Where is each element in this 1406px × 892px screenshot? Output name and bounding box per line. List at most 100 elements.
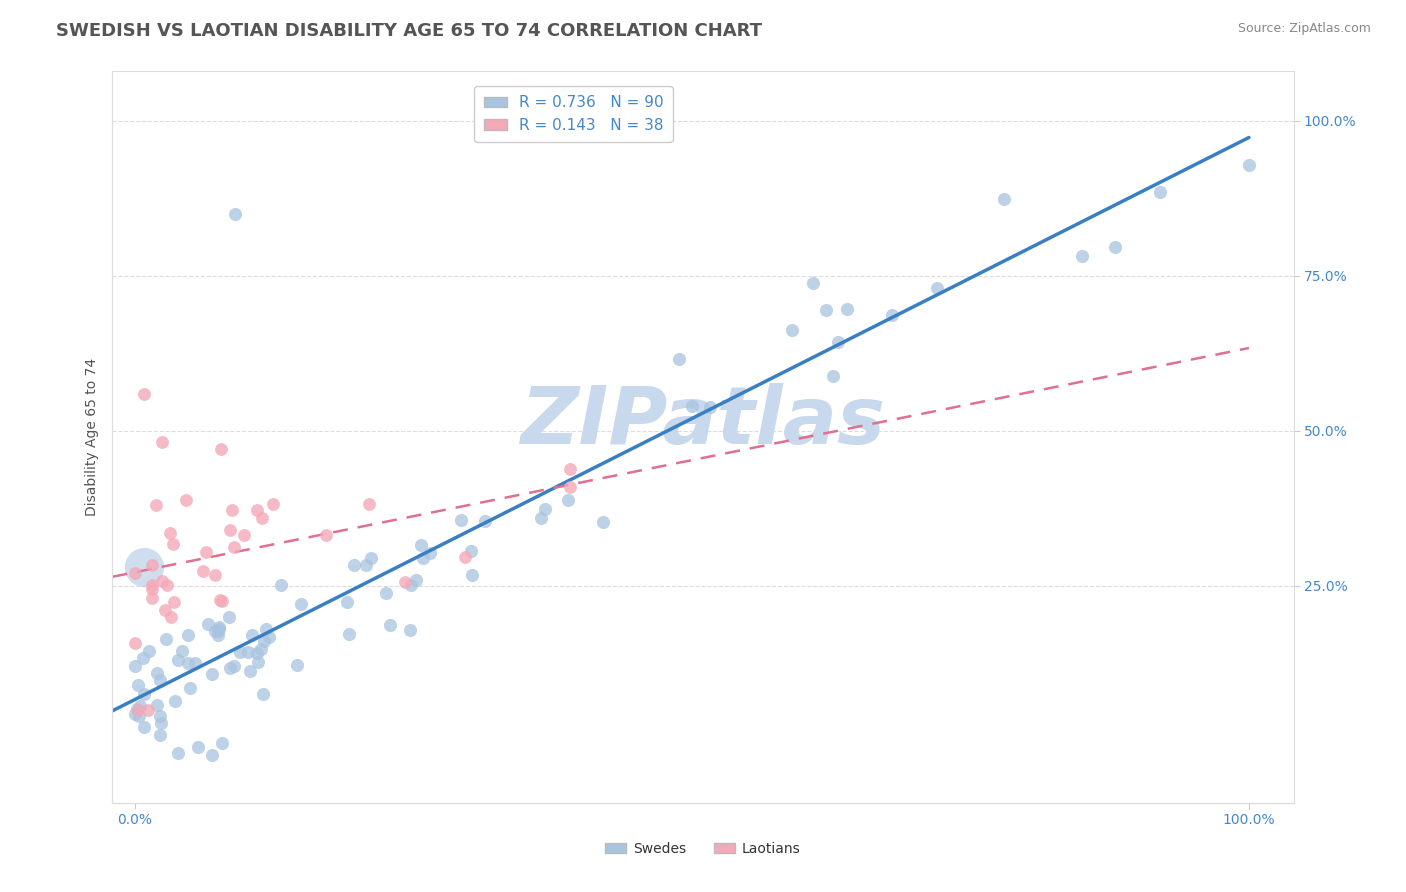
Point bbox=[287, 657, 309, 672]
Point bbox=[419, 547, 441, 561]
Point bbox=[145, 698, 167, 712]
Point bbox=[167, 653, 190, 667]
Point bbox=[211, 594, 233, 608]
Point bbox=[204, 568, 226, 582]
Point bbox=[193, 564, 215, 578]
Point bbox=[162, 537, 184, 551]
Point bbox=[163, 595, 186, 609]
Point bbox=[184, 656, 207, 670]
Point bbox=[290, 597, 312, 611]
Point bbox=[150, 574, 173, 588]
Point bbox=[780, 323, 803, 337]
Point bbox=[160, 610, 183, 624]
Point bbox=[250, 642, 273, 657]
Point bbox=[187, 739, 209, 754]
Point bbox=[474, 514, 496, 528]
Point bbox=[131, 650, 153, 665]
Point bbox=[201, 747, 224, 762]
Point bbox=[454, 550, 477, 565]
Point bbox=[149, 715, 172, 730]
Point bbox=[207, 624, 229, 638]
Point bbox=[218, 523, 240, 537]
Point bbox=[127, 702, 149, 716]
Y-axis label: Disability Age 65 to 74: Disability Age 65 to 74 bbox=[86, 358, 100, 516]
Point bbox=[176, 657, 198, 671]
Point bbox=[159, 525, 181, 540]
Text: ZIPatlas: ZIPatlas bbox=[520, 384, 886, 461]
Point bbox=[127, 678, 149, 692]
Point bbox=[179, 681, 201, 695]
Point bbox=[218, 610, 240, 624]
Point bbox=[155, 632, 177, 647]
Point bbox=[336, 595, 359, 609]
Point bbox=[166, 746, 188, 760]
Point bbox=[136, 703, 159, 717]
Point bbox=[394, 575, 416, 590]
Point bbox=[124, 566, 146, 581]
Point bbox=[124, 706, 146, 721]
Point bbox=[270, 578, 292, 592]
Point bbox=[132, 560, 155, 574]
Point bbox=[534, 501, 557, 516]
Point bbox=[224, 540, 246, 554]
Point bbox=[146, 665, 169, 680]
Point bbox=[354, 558, 377, 572]
Point bbox=[224, 207, 246, 221]
Point bbox=[529, 510, 551, 524]
Point bbox=[801, 276, 824, 290]
Point bbox=[134, 687, 156, 701]
Point bbox=[208, 620, 231, 634]
Point bbox=[240, 628, 263, 642]
Point bbox=[343, 558, 366, 573]
Point bbox=[209, 593, 232, 607]
Point bbox=[252, 687, 274, 701]
Text: SWEDISH VS LAOTIAN DISABILITY AGE 65 TO 74 CORRELATION CHART: SWEDISH VS LAOTIAN DISABILITY AGE 65 TO … bbox=[56, 22, 762, 40]
Point bbox=[250, 510, 273, 524]
Point bbox=[378, 618, 401, 632]
Point bbox=[221, 503, 243, 517]
Point bbox=[141, 582, 163, 596]
Point bbox=[141, 558, 163, 572]
Point bbox=[127, 703, 149, 717]
Point bbox=[699, 400, 721, 414]
Point bbox=[224, 658, 246, 673]
Point bbox=[1070, 249, 1092, 263]
Point bbox=[557, 493, 579, 508]
Point bbox=[257, 630, 280, 644]
Point bbox=[141, 591, 163, 606]
Point bbox=[197, 616, 219, 631]
Point bbox=[138, 643, 160, 657]
Point bbox=[558, 461, 581, 475]
Point bbox=[360, 550, 382, 565]
Point bbox=[837, 302, 859, 317]
Point bbox=[128, 708, 150, 723]
Point bbox=[209, 442, 232, 457]
Point bbox=[239, 664, 262, 678]
Point bbox=[201, 666, 224, 681]
Point bbox=[827, 334, 849, 349]
Point bbox=[177, 628, 200, 642]
Point bbox=[460, 568, 482, 582]
Point bbox=[128, 699, 150, 714]
Point bbox=[124, 659, 146, 673]
Point bbox=[156, 578, 179, 592]
Point bbox=[195, 545, 218, 559]
Point bbox=[150, 434, 173, 449]
Point bbox=[149, 728, 172, 742]
Point bbox=[145, 498, 167, 512]
Point bbox=[228, 645, 250, 659]
Point bbox=[412, 551, 434, 566]
Point bbox=[592, 515, 614, 529]
Point bbox=[153, 602, 176, 616]
Point bbox=[141, 578, 163, 592]
Point bbox=[357, 497, 380, 511]
Point bbox=[399, 623, 422, 637]
Point bbox=[337, 626, 360, 640]
Point bbox=[681, 399, 703, 413]
Legend: Swedes, Laotians: Swedes, Laotians bbox=[600, 837, 806, 862]
Point bbox=[207, 628, 229, 642]
Point bbox=[560, 480, 582, 494]
Point bbox=[399, 578, 422, 592]
Point bbox=[132, 386, 155, 401]
Point bbox=[172, 644, 194, 658]
